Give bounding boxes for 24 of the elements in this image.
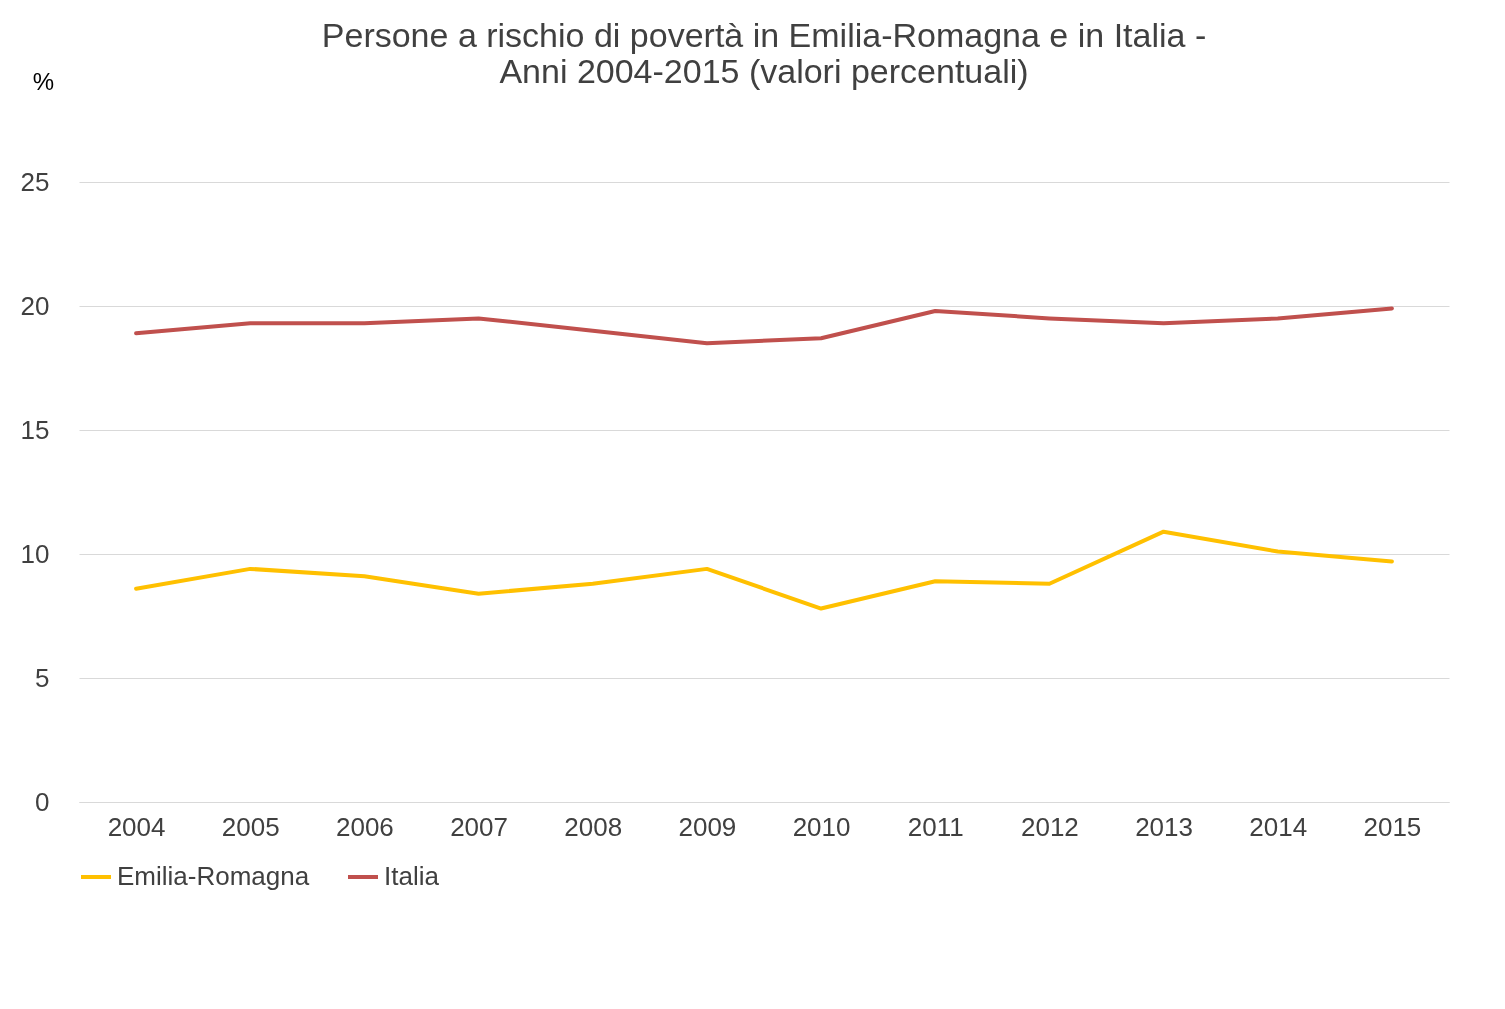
x-tick-label: 2004 xyxy=(107,811,166,842)
y-tick-label: 25 xyxy=(20,166,50,197)
x-tick-label: 2013 xyxy=(1135,811,1194,842)
x-tick-label: 2012 xyxy=(1020,811,1079,842)
x-tick-label: 2009 xyxy=(678,811,737,842)
y-tick-label: 10 xyxy=(20,538,50,569)
y-tick-label: 20 xyxy=(20,290,50,321)
x-tick-label: 2007 xyxy=(450,811,509,842)
x-tick-label: 2005 xyxy=(221,811,280,842)
x-tick-label: 2008 xyxy=(564,811,623,842)
x-tick-label: 2011 xyxy=(907,811,964,842)
line-series xyxy=(134,306,1394,346)
x-tick-label: 2014 xyxy=(1249,811,1308,842)
x-tick-label: 2010 xyxy=(792,811,851,842)
y-axis-title: % xyxy=(32,67,55,95)
legend-label: Emilia-Romagna xyxy=(117,861,310,891)
y-tick-label: 5 xyxy=(35,662,50,693)
chart-title: Persone a rischio di povertà in Emilia-Romagna e in Italia - Anni 2004-2015 (valori percentuali) xyxy=(321,16,1207,90)
y-tick-label: 15 xyxy=(20,414,50,445)
y-tick-label: 0 xyxy=(35,786,50,817)
line-series xyxy=(134,529,1394,611)
x-tick-label: 2006 xyxy=(335,811,394,842)
legend-label: Italia xyxy=(384,861,440,891)
x-tick-label: 2015 xyxy=(1363,811,1422,842)
